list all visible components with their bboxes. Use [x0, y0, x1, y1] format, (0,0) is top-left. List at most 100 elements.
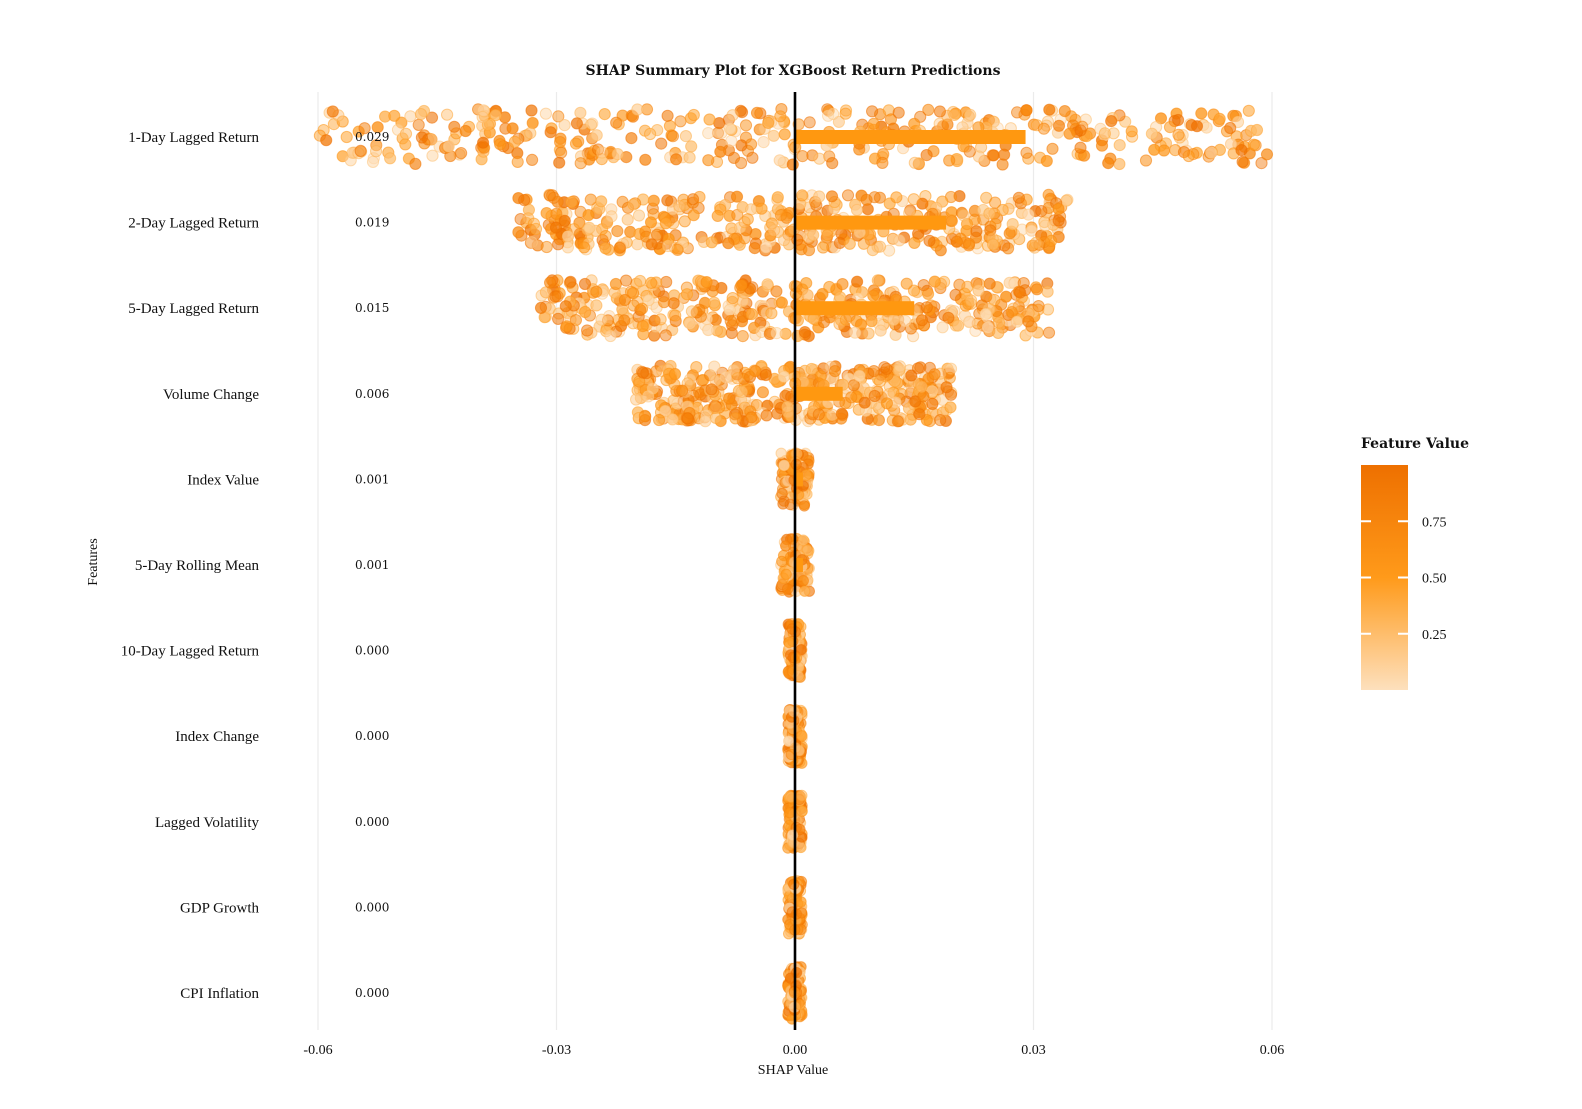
- shap-point: [780, 540, 792, 552]
- shap-point: [770, 327, 783, 340]
- shap-point: [988, 293, 1001, 307]
- shap-point: [1046, 142, 1059, 155]
- shap-point: [645, 238, 658, 251]
- shap-point: [1052, 214, 1065, 227]
- mean-value-label: 0.000: [355, 644, 389, 658]
- shap-point: [915, 380, 928, 393]
- shap-point: [1125, 125, 1138, 138]
- shap-point: [786, 158, 799, 171]
- shap-point: [905, 369, 918, 382]
- shap-point: [1163, 121, 1177, 134]
- shap-point: [828, 365, 842, 378]
- shap-point: [900, 277, 913, 290]
- shap-point: [998, 148, 1011, 161]
- shap-point: [749, 365, 762, 378]
- shap-point: [945, 214, 958, 228]
- shap-point: [940, 381, 953, 394]
- shap-point: [645, 276, 658, 289]
- shap-point: [354, 144, 367, 157]
- shap-point: [843, 237, 856, 250]
- shap-point: [771, 191, 784, 204]
- shap-point: [518, 194, 531, 207]
- shap-point: [774, 209, 788, 222]
- shap-point: [660, 275, 673, 289]
- shap-point: [1182, 149, 1195, 163]
- shap-point: [699, 415, 712, 428]
- mean-abs-bar: [795, 215, 947, 230]
- x-tick-label: -0.03: [542, 1043, 571, 1058]
- shap-point: [552, 312, 565, 325]
- shap-point: [1074, 141, 1087, 154]
- shap-point: [1030, 283, 1044, 296]
- shap-point: [961, 280, 974, 293]
- shap-point: [564, 275, 577, 288]
- shap-point: [662, 239, 675, 253]
- shap-point: [773, 154, 786, 167]
- shap-point: [1022, 208, 1035, 221]
- shap-point: [774, 110, 787, 123]
- shap-point: [625, 132, 638, 145]
- shap-point: [690, 361, 703, 374]
- shap-point: [1052, 119, 1066, 132]
- shap-point: [791, 233, 804, 246]
- shap-point: [1035, 205, 1048, 218]
- mean-value-label: 0.000: [355, 729, 389, 743]
- shap-point: [805, 362, 818, 376]
- shap-point: [915, 314, 929, 327]
- shap-point: [680, 288, 694, 301]
- shap-point: [610, 116, 623, 129]
- shap-point: [908, 156, 921, 169]
- shap-point: [599, 230, 612, 243]
- shap-point: [1242, 104, 1255, 117]
- shap-point: [723, 392, 736, 405]
- shap-point: [414, 108, 428, 121]
- shap-point: [802, 244, 816, 257]
- shap-point: [778, 459, 790, 471]
- shap-point: [702, 323, 715, 337]
- shap-point: [724, 314, 737, 328]
- shap-point: [1095, 139, 1109, 152]
- shap-point: [726, 109, 739, 122]
- shap-point: [714, 145, 727, 158]
- shap-point: [944, 401, 957, 414]
- shap-point: [731, 372, 744, 385]
- shap-point: [797, 534, 809, 546]
- mean-value-label: 0.015: [355, 301, 389, 315]
- shap-point: [582, 209, 595, 222]
- shap-point: [917, 279, 930, 292]
- shap-point: [611, 225, 624, 238]
- shap-point: [803, 116, 816, 129]
- shap-point: [409, 157, 422, 170]
- shap-point: [1063, 127, 1076, 140]
- feature-label: 2-Day Lagged Return: [128, 216, 259, 232]
- shap-point: [748, 242, 761, 255]
- shap-point: [526, 116, 539, 130]
- feature-label: 5-Day Rolling Mean: [135, 558, 260, 574]
- shap-point: [590, 299, 603, 312]
- feature-label: Volume Change: [163, 387, 259, 403]
- shap-point: [666, 130, 680, 143]
- feature-label: 1-Day Lagged Return: [128, 130, 259, 146]
- shap-point: [358, 122, 371, 135]
- shap-point: [674, 115, 687, 128]
- shap-point: [579, 305, 592, 319]
- shap-point: [702, 127, 715, 140]
- shap-point: [796, 189, 809, 202]
- shap-point: [970, 225, 983, 238]
- shap-point: [725, 134, 738, 147]
- shap-point: [654, 313, 667, 326]
- shap-point: [1190, 120, 1204, 133]
- shap-point: [700, 276, 713, 289]
- shap-point: [1020, 146, 1033, 159]
- shap-point: [685, 305, 699, 318]
- legend-title: Feature Value: [1361, 436, 1469, 452]
- shap-point: [853, 369, 866, 383]
- shap-point: [646, 382, 659, 395]
- shap-point: [778, 233, 791, 247]
- shap-point: [1074, 124, 1087, 137]
- shap-point: [867, 365, 881, 378]
- shap-point: [683, 317, 696, 330]
- shap-point: [796, 907, 808, 919]
- shap-point: [671, 397, 684, 410]
- shap-point: [512, 226, 525, 239]
